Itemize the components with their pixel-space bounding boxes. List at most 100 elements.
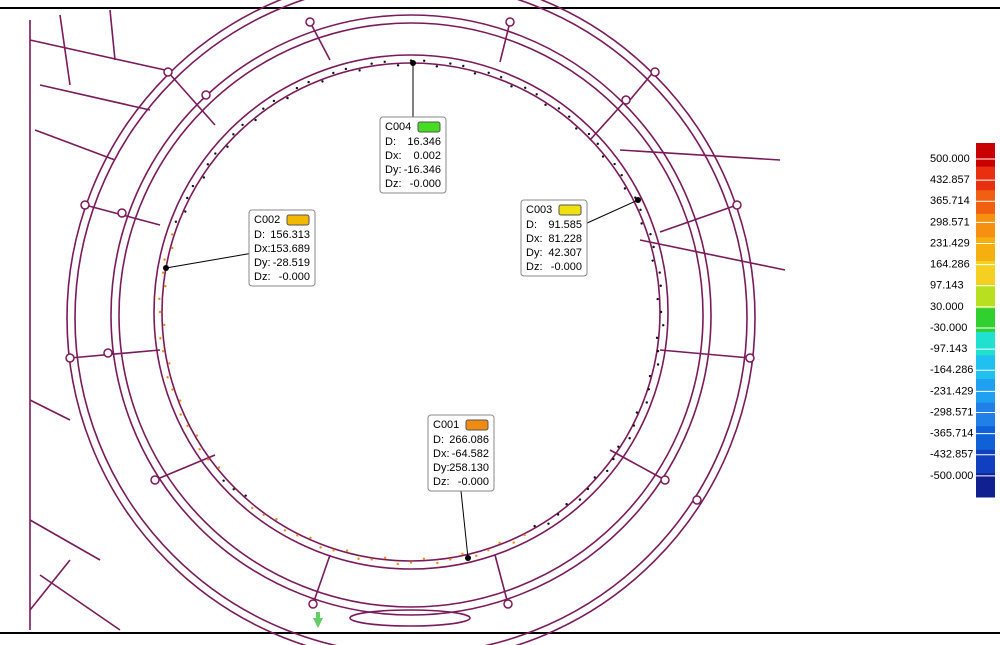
- deviation-dot: [232, 488, 235, 491]
- deviation-dot: [283, 529, 287, 532]
- deviation-dot: [656, 363, 660, 366]
- legend-band: [976, 284, 995, 309]
- deviation-dot: [575, 127, 578, 130]
- row-label: Dz:: [385, 178, 402, 190]
- deviation-dot: [206, 458, 210, 461]
- deviation-dot: [651, 259, 654, 262]
- row-value: 81.228: [548, 233, 582, 245]
- deviation-dot: [632, 424, 636, 427]
- row-value: 91.585: [548, 219, 582, 231]
- deviation-dot: [620, 173, 623, 177]
- legend-label: -164.286: [930, 364, 973, 376]
- callout-swatch: [286, 214, 310, 226]
- node: [650, 67, 660, 77]
- deviation-dot: [635, 411, 639, 414]
- deviation-dot: [232, 133, 235, 136]
- legend-band: [976, 166, 995, 191]
- probe-point: [465, 555, 471, 561]
- deviation-dot: [656, 297, 659, 301]
- node: [621, 95, 631, 105]
- deviation-dot: [166, 376, 169, 379]
- callout-id: C002: [254, 214, 280, 226]
- deviation-dot: [171, 233, 174, 236]
- deviation-dot: [461, 552, 464, 556]
- deviation-dot: [214, 152, 217, 155]
- deviation-dot: [307, 80, 310, 84]
- legend-label: 30.000: [930, 301, 964, 313]
- row-label: Dx:: [254, 243, 271, 255]
- row-label: Dz:: [254, 271, 271, 283]
- deviation-dot: [613, 162, 616, 166]
- row-label: D:: [526, 219, 537, 231]
- deviation-dot: [171, 388, 174, 391]
- deviation-dot: [396, 562, 399, 566]
- deviation-dot: [475, 554, 478, 557]
- node: [150, 475, 160, 485]
- deviation-dot: [662, 324, 665, 327]
- deviation-dot: [510, 85, 513, 88]
- deviation-dot: [357, 557, 360, 560]
- deviation-dot: [161, 271, 165, 274]
- deviation-dot: [533, 524, 536, 528]
- deviation-dot: [217, 466, 221, 469]
- deviation-dot: [448, 558, 452, 561]
- nodes: [65, 17, 755, 609]
- legend-label: -97.143: [930, 343, 967, 355]
- callout-id: C001: [433, 419, 459, 431]
- deviation-dot: [652, 245, 655, 249]
- row-label: Dy:: [254, 257, 271, 269]
- deviation-dot: [565, 502, 568, 506]
- deviation-dot: [612, 457, 615, 461]
- legend-band: [976, 308, 995, 333]
- origin-arrow: [313, 612, 323, 628]
- legend-band: [976, 143, 995, 168]
- row-label: Dx:: [385, 150, 402, 162]
- deviation-dot: [275, 518, 278, 521]
- row-label: Dz:: [526, 261, 543, 273]
- row-value: -28.519: [273, 257, 310, 269]
- deviation-dot: [244, 494, 247, 497]
- deviation-dot: [523, 533, 526, 537]
- row-value: 153.689: [270, 243, 310, 255]
- node: [201, 90, 211, 100]
- callout-swatch: [558, 204, 582, 216]
- deviation-dot: [499, 76, 503, 79]
- deviation-dot: [286, 96, 289, 100]
- deviation-dot: [171, 246, 174, 250]
- deviation-dot: [556, 513, 560, 516]
- deviation-dot: [586, 487, 590, 491]
- deviation-dot: [184, 210, 187, 213]
- probe-point: [635, 197, 641, 203]
- row-label: Dx:: [526, 233, 543, 245]
- legend-label: -432.857: [930, 449, 973, 461]
- deviation-dot: [645, 401, 648, 404]
- row-value: -0.000: [410, 178, 441, 190]
- row-value: 266.086: [449, 434, 489, 446]
- deviation-dot: [159, 337, 162, 340]
- deviation-dot: [309, 536, 312, 539]
- deviation-dot: [640, 222, 643, 225]
- callout-box: [520, 199, 588, 277]
- row-value: 258.130: [449, 462, 489, 474]
- deviation-dot: [198, 448, 201, 451]
- deviation-dot: [163, 323, 166, 327]
- callout-swatch: [465, 419, 489, 431]
- legend-label: 500.000: [930, 153, 970, 165]
- deviation-dot: [344, 67, 348, 71]
- row-label: Dy:: [526, 247, 543, 259]
- deviation-dot: [623, 187, 627, 190]
- deviation-dot: [179, 399, 182, 402]
- deviation-dot: [202, 176, 206, 179]
- deviation-dot: [383, 556, 387, 560]
- legend-label: -231.429: [930, 385, 973, 397]
- node: [117, 208, 127, 218]
- node: [163, 67, 173, 77]
- node: [692, 495, 702, 505]
- deviation-dot: [251, 506, 254, 510]
- row-label: Dz:: [433, 476, 450, 488]
- deviation-dot: [462, 64, 465, 68]
- probe-point: [410, 60, 416, 66]
- node: [80, 200, 90, 210]
- node: [660, 475, 670, 485]
- deviation-dot: [436, 561, 439, 565]
